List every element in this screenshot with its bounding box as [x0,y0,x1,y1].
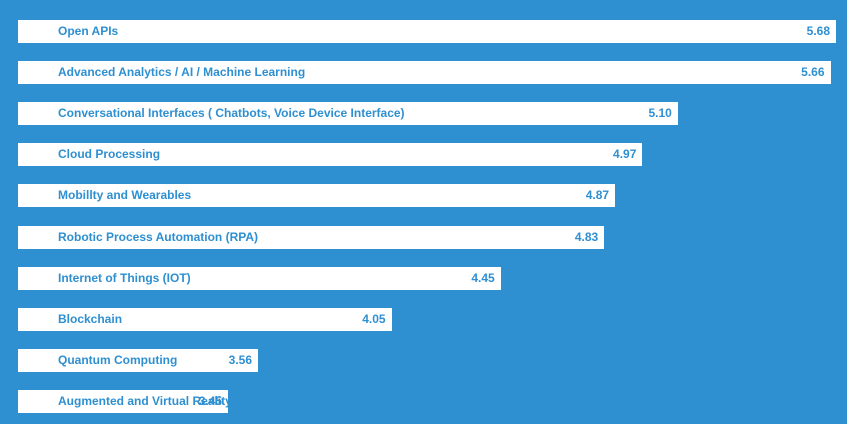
bar: Internet of Things (IOT) 4.45 [18,266,501,290]
value-label: 3.45 [198,393,223,408]
value-label: 5.10 [648,106,672,121]
bar: Cloud Processing 4.97 [18,143,643,167]
bar: Blockchain 4.05 [18,307,392,331]
category-label: Robotic Process Automation (RPA) [58,229,259,244]
category-label: Cloud Processing [58,147,161,162]
value-label: 4.05 [362,311,386,326]
category-label: Advanced Analytics / AI / Machine Learni… [58,65,306,80]
category-label: Augmented and Virtual Reality [58,393,232,408]
bar: Conversational Interfaces ( Chatbots, Vo… [18,102,678,126]
category-label: Blockchain [58,311,123,326]
bar: Augmented and Virtual Reality 3.45 [18,389,232,413]
value-label: 5.66 [801,65,825,80]
value-label: 4.45 [471,270,495,285]
bar: Mobillty and Wearables 4.87 [18,184,616,208]
value-label: 4.83 [574,229,599,244]
value-label: 4.87 [585,188,610,203]
category-label: Mobillty and Wearables [58,188,192,203]
category-label: Open APIs [58,24,119,38]
value-label: 3.56 [228,352,252,367]
category-label: Quantum Computing [58,352,178,367]
category-label: Internet of Things (IOT) [58,270,191,285]
bar: Advanced Analytics / AI / Machine Learni… [18,61,831,85]
bar: Open APIs 5.68 [18,20,836,43]
bar: Robotic Process Automation (RPA) 4.83 [18,225,605,249]
category-label: Conversational Interfaces ( Chatbots, Vo… [58,106,405,121]
value-label: 4.97 [613,147,637,162]
value-label: 5.68 [806,24,830,38]
bar: Quantum Computing 3.56 [18,348,258,372]
